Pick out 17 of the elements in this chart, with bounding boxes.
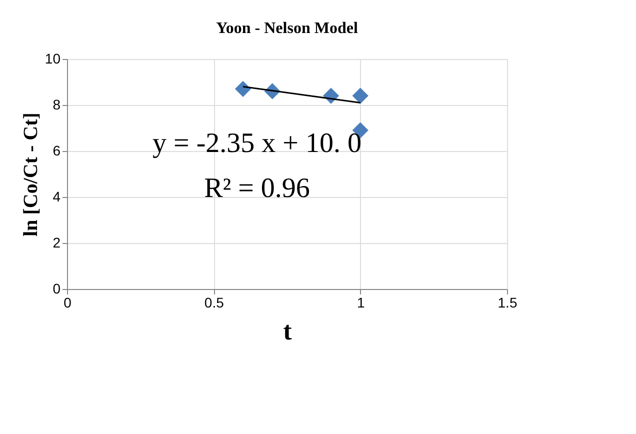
x-tick-label: 0 bbox=[64, 294, 72, 310]
y-tick-label: 8 bbox=[52, 96, 61, 112]
y-tick-label: 4 bbox=[52, 188, 61, 204]
x-tick-label: 1.5 bbox=[498, 294, 518, 310]
annotation: y = -2.35 x + 10. 0 bbox=[152, 128, 362, 159]
y-tick-label: 0 bbox=[52, 280, 61, 296]
x-tick-label: 1 bbox=[356, 294, 365, 310]
chart-title: Yoon - Nelson Model bbox=[216, 20, 358, 37]
x-axis-title: t bbox=[283, 316, 292, 346]
annotation: R² = 0.96 bbox=[204, 173, 310, 204]
y-tick-label: 2 bbox=[52, 234, 61, 250]
y-tick-label: 10 bbox=[44, 50, 61, 66]
point bbox=[352, 88, 368, 104]
x-tick-label: 0.5 bbox=[204, 294, 224, 310]
point bbox=[234, 80, 252, 97]
y-tick-label: 6 bbox=[52, 142, 61, 158]
y-axis-title: ln [Co/Ct - Ct] bbox=[20, 112, 42, 236]
